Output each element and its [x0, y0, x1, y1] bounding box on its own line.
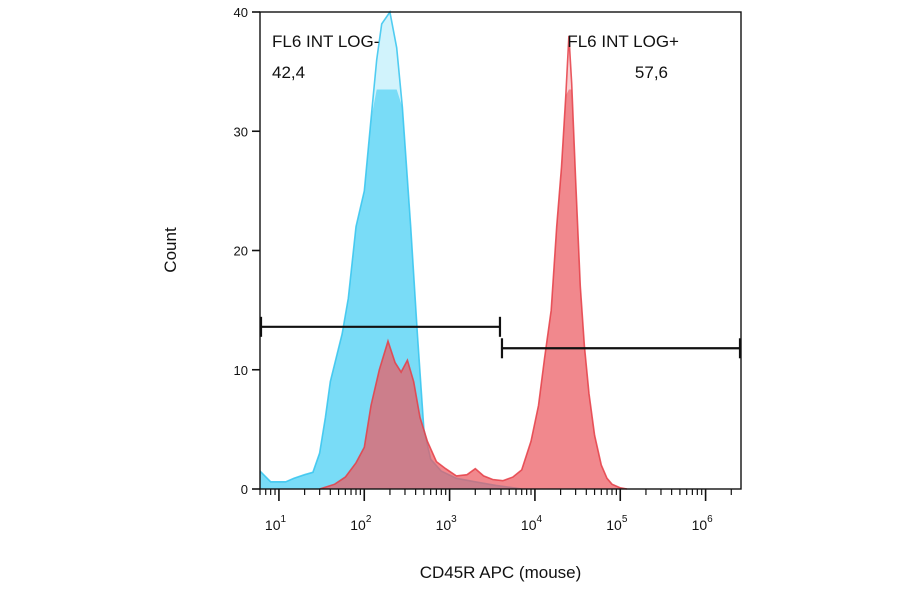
series-1-area [319, 89, 627, 489]
y-axis-title: Count [161, 227, 180, 273]
series-1-line [319, 35, 628, 490]
x-tick-label: 101 [265, 514, 287, 533]
series-0-area [260, 89, 522, 489]
y-tick-label: 20 [234, 244, 248, 259]
x-tick-label: 102 [350, 514, 372, 533]
gate-label-negative: FL6 INT LOG- [272, 32, 379, 51]
gate-value-negative: 42,4 [272, 63, 305, 82]
x-tick-label: 105 [606, 514, 628, 533]
x-tick-label: 104 [521, 514, 543, 533]
x-tick-label: 103 [436, 514, 458, 533]
y-tick-label: 30 [234, 124, 248, 139]
x-axis-title: CD45R APC (mouse) [420, 563, 582, 582]
y-tick-label: 0 [241, 482, 248, 497]
y-tick-label: 10 [234, 363, 248, 378]
gate-value-positive: 57,6 [635, 63, 668, 82]
x-tick-label: 106 [692, 514, 714, 533]
gate-label-positive: FL6 INT LOG+ [567, 32, 679, 51]
y-tick-label: 40 [234, 5, 248, 20]
